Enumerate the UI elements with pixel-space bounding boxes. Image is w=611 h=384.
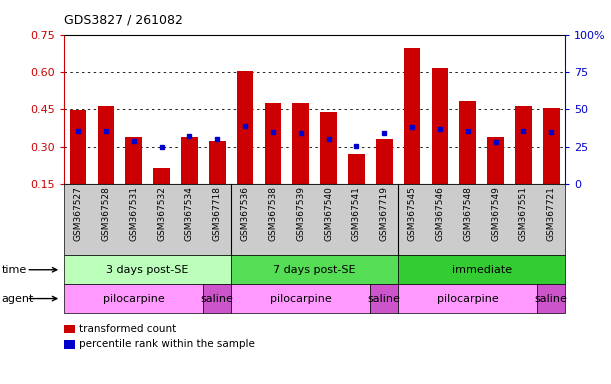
Bar <box>70 110 86 222</box>
Text: GSM367538: GSM367538 <box>268 186 277 241</box>
Text: GSM367539: GSM367539 <box>296 186 306 241</box>
Bar <box>515 106 532 222</box>
Bar <box>459 101 476 222</box>
Text: 3 days post-SE: 3 days post-SE <box>106 265 189 275</box>
Bar <box>543 108 560 222</box>
Bar <box>293 103 309 222</box>
Bar <box>404 48 420 222</box>
Bar <box>153 168 170 222</box>
Text: time: time <box>2 265 27 275</box>
Text: agent: agent <box>2 293 34 304</box>
Bar <box>98 106 114 222</box>
Bar <box>236 71 254 222</box>
Bar <box>431 68 448 222</box>
Bar <box>348 154 365 222</box>
Text: immediate: immediate <box>452 265 512 275</box>
Text: pilocarpine: pilocarpine <box>270 293 332 304</box>
Text: GSM367531: GSM367531 <box>130 186 138 241</box>
Text: GSM367541: GSM367541 <box>352 186 361 241</box>
Text: saline: saline <box>201 293 233 304</box>
Bar <box>181 137 198 222</box>
Text: 7 days post-SE: 7 days post-SE <box>273 265 356 275</box>
Text: GSM367546: GSM367546 <box>436 186 444 241</box>
Text: GSM367719: GSM367719 <box>380 186 389 241</box>
Text: GSM367527: GSM367527 <box>73 186 82 241</box>
Text: GSM367540: GSM367540 <box>324 186 333 241</box>
Text: GSM367721: GSM367721 <box>547 186 556 241</box>
Bar <box>209 141 225 222</box>
Bar <box>376 139 393 222</box>
Text: transformed count: transformed count <box>79 324 176 334</box>
Text: GSM367718: GSM367718 <box>213 186 222 241</box>
Text: saline: saline <box>535 293 568 304</box>
Text: GSM367528: GSM367528 <box>101 186 111 241</box>
Bar <box>265 103 281 222</box>
Text: GSM367545: GSM367545 <box>408 186 417 241</box>
Text: GSM367532: GSM367532 <box>157 186 166 241</box>
Text: GSM367534: GSM367534 <box>185 186 194 241</box>
Text: GSM367536: GSM367536 <box>241 186 249 241</box>
Bar <box>125 137 142 222</box>
Text: GDS3827 / 261082: GDS3827 / 261082 <box>64 14 183 27</box>
Bar <box>320 112 337 222</box>
Text: pilocarpine: pilocarpine <box>103 293 164 304</box>
Text: GSM367551: GSM367551 <box>519 186 528 241</box>
Text: pilocarpine: pilocarpine <box>437 293 499 304</box>
Bar <box>487 137 504 222</box>
Text: saline: saline <box>368 293 401 304</box>
Text: percentile rank within the sample: percentile rank within the sample <box>79 339 255 349</box>
Text: GSM367548: GSM367548 <box>463 186 472 241</box>
Text: GSM367549: GSM367549 <box>491 186 500 241</box>
